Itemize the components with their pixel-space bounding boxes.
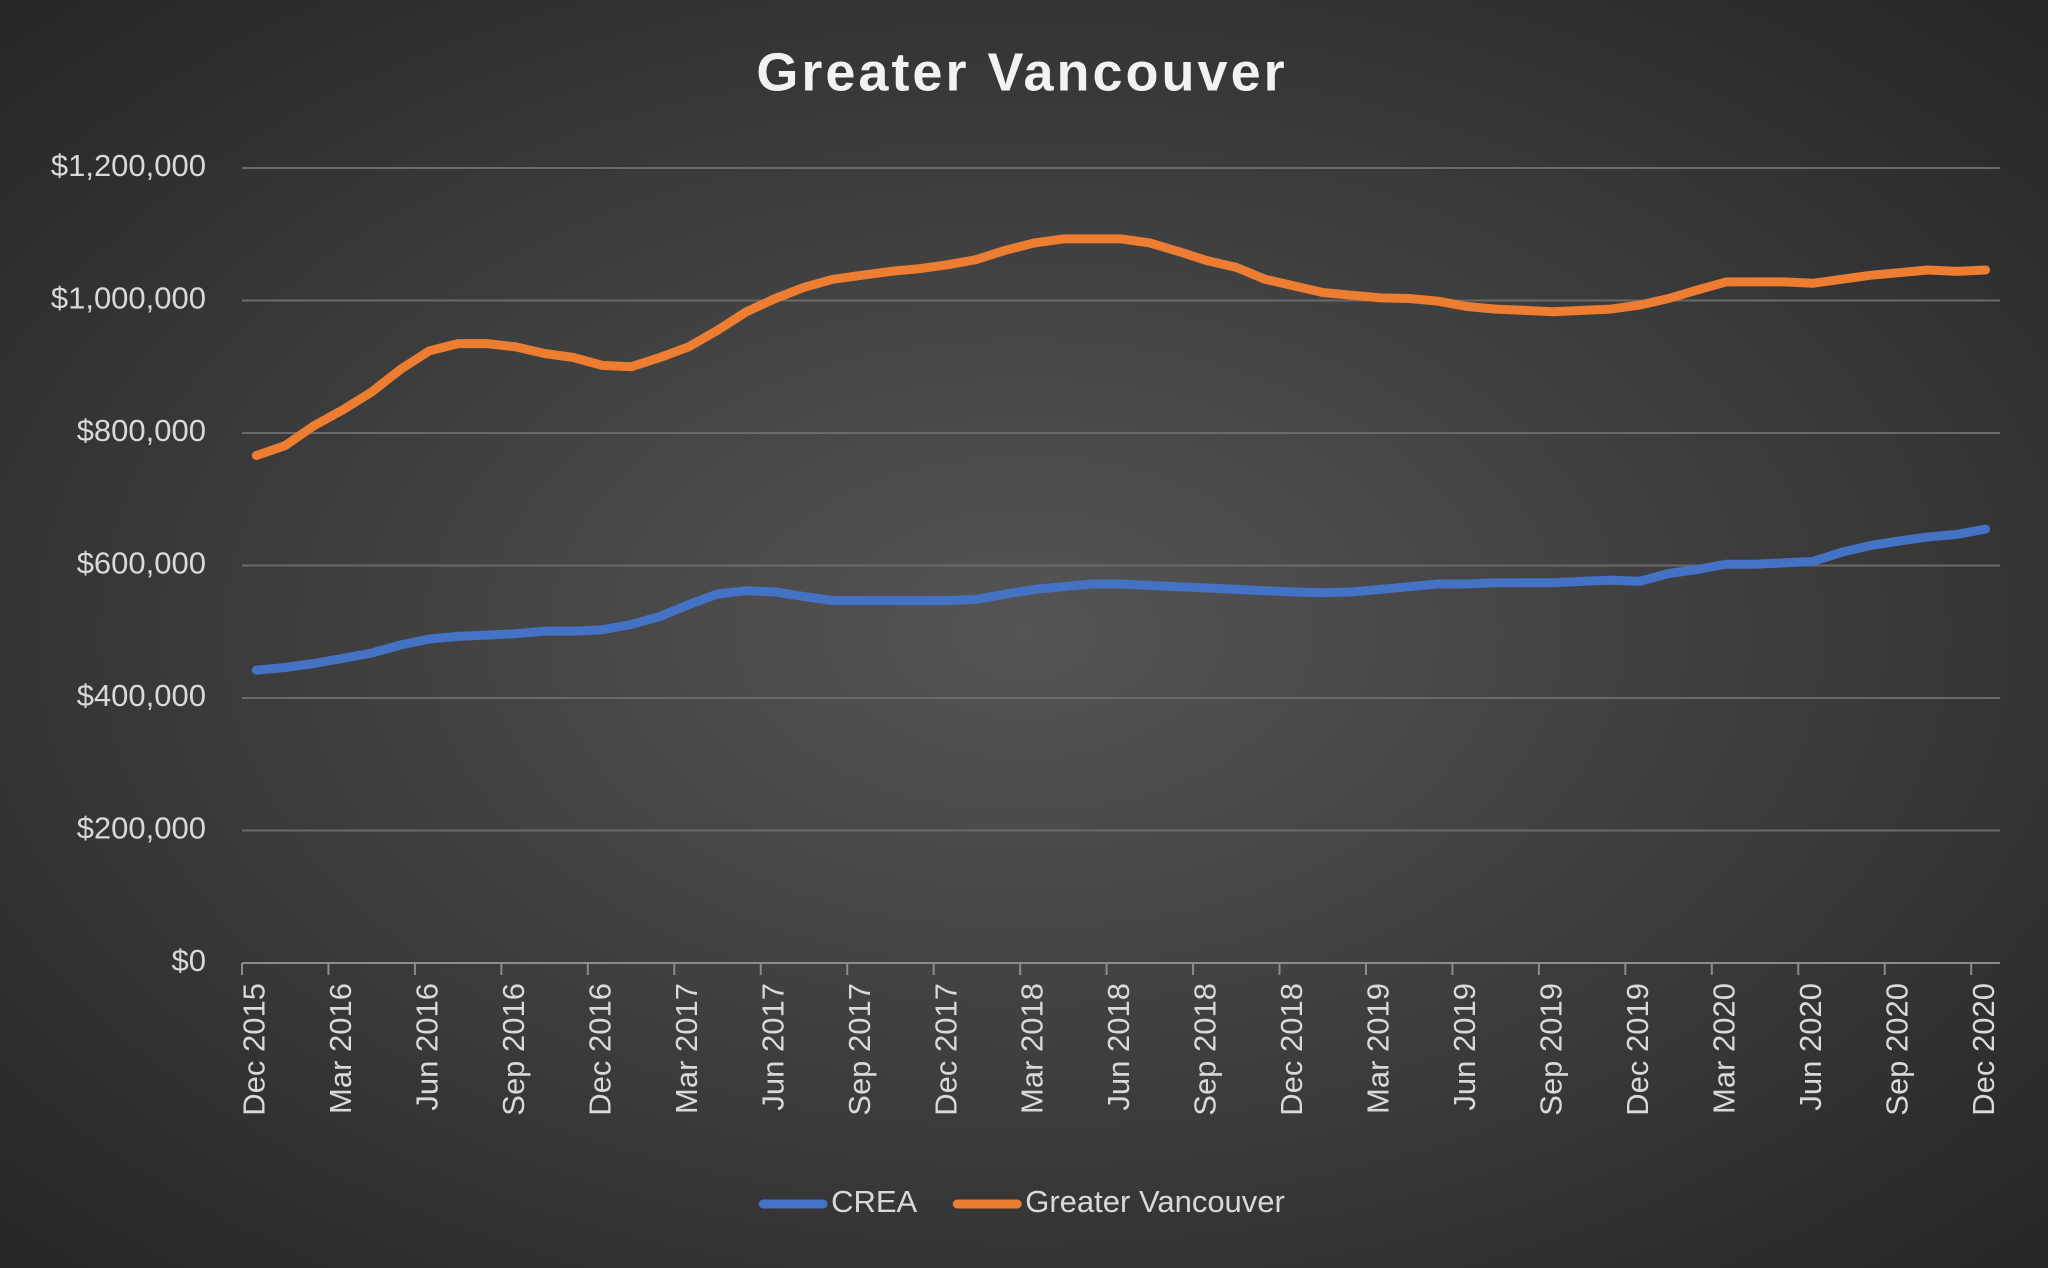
series-line xyxy=(251,234,1991,460)
x-tick-label: Jun 2020 xyxy=(1793,983,1828,1111)
x-tick-label: Sep 2017 xyxy=(842,983,877,1116)
series-line xyxy=(251,524,1991,675)
y-tick-label: $200,000 xyxy=(77,811,206,846)
x-tick-label: Jun 2016 xyxy=(410,983,445,1111)
y-tick-label: $800,000 xyxy=(77,413,206,448)
x-tick-label: Sep 2018 xyxy=(1188,983,1223,1116)
chart-title: Greater Vancouver xyxy=(756,42,1287,102)
x-tick-label: Dec 2019 xyxy=(1620,983,1655,1116)
x-tick-label: Mar 2017 xyxy=(669,983,704,1114)
x-tick-label: Dec 2020 xyxy=(1966,983,2001,1116)
y-tick-label: $1,200,000 xyxy=(51,148,206,183)
y-tick-label: $0 xyxy=(172,943,206,978)
x-tick-label: Mar 2020 xyxy=(1706,983,1741,1114)
x-tick-label: Dec 2017 xyxy=(928,983,963,1116)
x-tick-label: Sep 2019 xyxy=(1533,983,1568,1116)
x-tick-label: Dec 2015 xyxy=(237,983,272,1116)
x-tick-label: Mar 2016 xyxy=(323,983,358,1114)
legend-label: CREA xyxy=(831,1184,917,1219)
x-tick-label: Sep 2020 xyxy=(1879,983,1914,1116)
x-tick-label: Jun 2019 xyxy=(1447,983,1482,1111)
x-tick-label: Jun 2018 xyxy=(1101,983,1136,1111)
y-tick-label: $1,000,000 xyxy=(51,281,206,316)
x-tick-label: Mar 2018 xyxy=(1015,983,1050,1114)
x-tick-label: Sep 2016 xyxy=(496,983,531,1116)
y-tick-label: $400,000 xyxy=(77,678,206,713)
x-tick-label: Dec 2018 xyxy=(1274,983,1309,1116)
legend-label: Greater Vancouver xyxy=(1025,1184,1285,1219)
x-tick-label: Mar 2019 xyxy=(1361,983,1396,1114)
y-tick-label: $600,000 xyxy=(77,546,206,581)
x-tick-label: Jun 2017 xyxy=(755,983,790,1111)
x-tick-label: Dec 2016 xyxy=(582,983,617,1116)
